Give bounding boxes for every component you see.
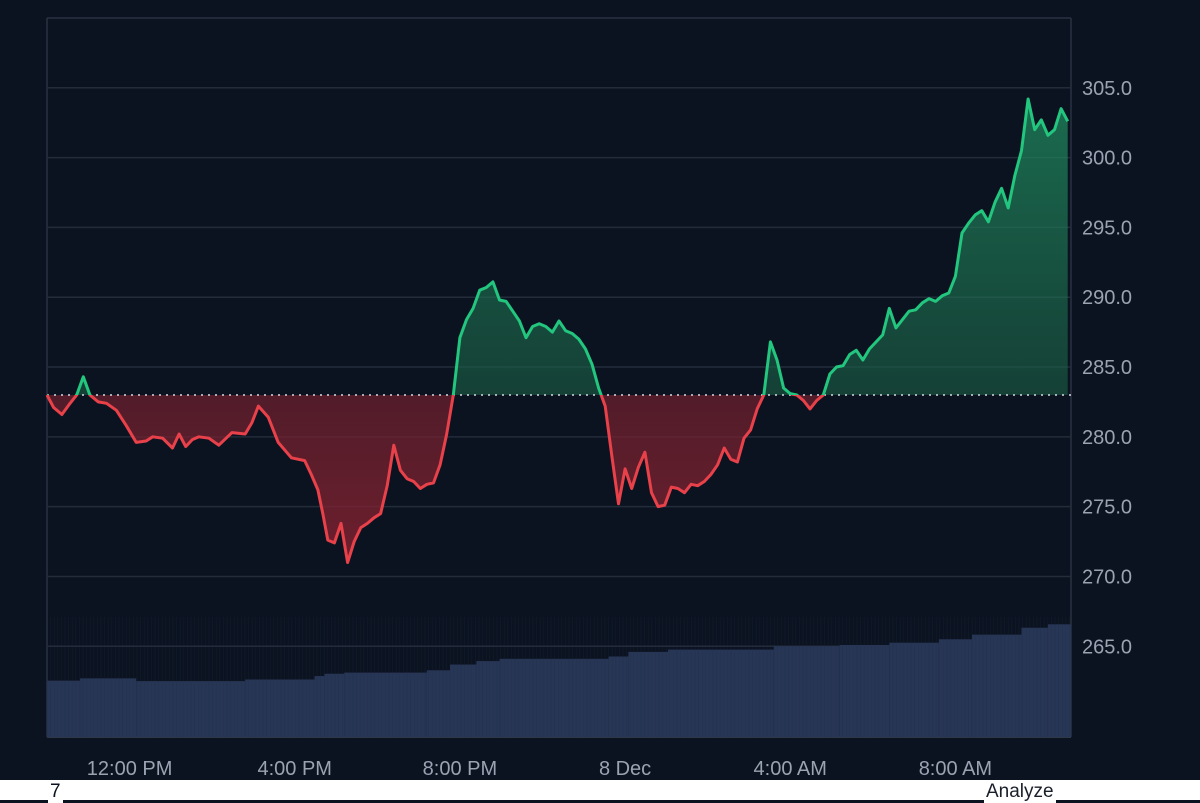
footer-left-label: 7 [48, 781, 63, 803]
volume-bar [47, 680, 81, 737]
price-area [47, 99, 1068, 563]
volume-bar [608, 656, 629, 737]
volume-bar [499, 658, 609, 737]
y-tick-label: 305.0 [1082, 78, 1132, 100]
x-tick-label: 8:00 PM [423, 758, 497, 780]
volume-bar [628, 651, 669, 737]
y-tick-label: 275.0 [1082, 497, 1132, 519]
x-tick-label: 8:00 AM [919, 758, 992, 780]
analyze-button[interactable]: Analyze [984, 781, 1056, 803]
volume-bar [80, 678, 137, 737]
y-tick-label: 300.0 [1082, 148, 1132, 170]
volume-bar [449, 664, 477, 737]
y-tick-label: 265.0 [1082, 636, 1132, 658]
volume-bar [839, 645, 890, 737]
volume-bar [344, 672, 427, 737]
volume-bar [1021, 627, 1048, 737]
volume-bar [324, 673, 345, 737]
price-line [45, 97, 1071, 564]
volume-bar [773, 646, 840, 737]
footer-strip [0, 780, 1200, 800]
area-above-baseline [76, 99, 1068, 395]
y-tick-label: 295.0 [1082, 217, 1132, 239]
volume-bar [476, 661, 500, 737]
volume-bar [889, 642, 939, 737]
volume-bar [668, 649, 774, 737]
price-line-down [45, 394, 825, 564]
x-tick-label: 4:00 PM [257, 758, 331, 780]
volume-bar [938, 639, 972, 737]
volume-bar [136, 681, 246, 737]
x-tick-label: 8 Dec [599, 758, 651, 780]
volume-bar [314, 676, 325, 737]
y-tick-label: 290.0 [1082, 287, 1132, 309]
volume-bar [426, 670, 450, 737]
volume-bars [46, 617, 1071, 737]
price-line-up [47, 97, 1070, 395]
x-tick-label: 4:00 AM [754, 758, 827, 780]
volume-bar [971, 634, 1022, 737]
axes: 265.0 270.0 275.0 280.0 285.0 290.0 295.0 300.0… [87, 78, 1132, 780]
y-tick-label: 270.0 [1082, 566, 1132, 588]
y-tick-label: 280.0 [1082, 427, 1132, 449]
volume-bar [245, 679, 315, 737]
y-tick-label: 285.0 [1082, 357, 1132, 379]
x-tick-label: 12:00 PM [87, 758, 173, 780]
volume-bar [1047, 624, 1071, 737]
area-below-baseline [47, 394, 1068, 563]
